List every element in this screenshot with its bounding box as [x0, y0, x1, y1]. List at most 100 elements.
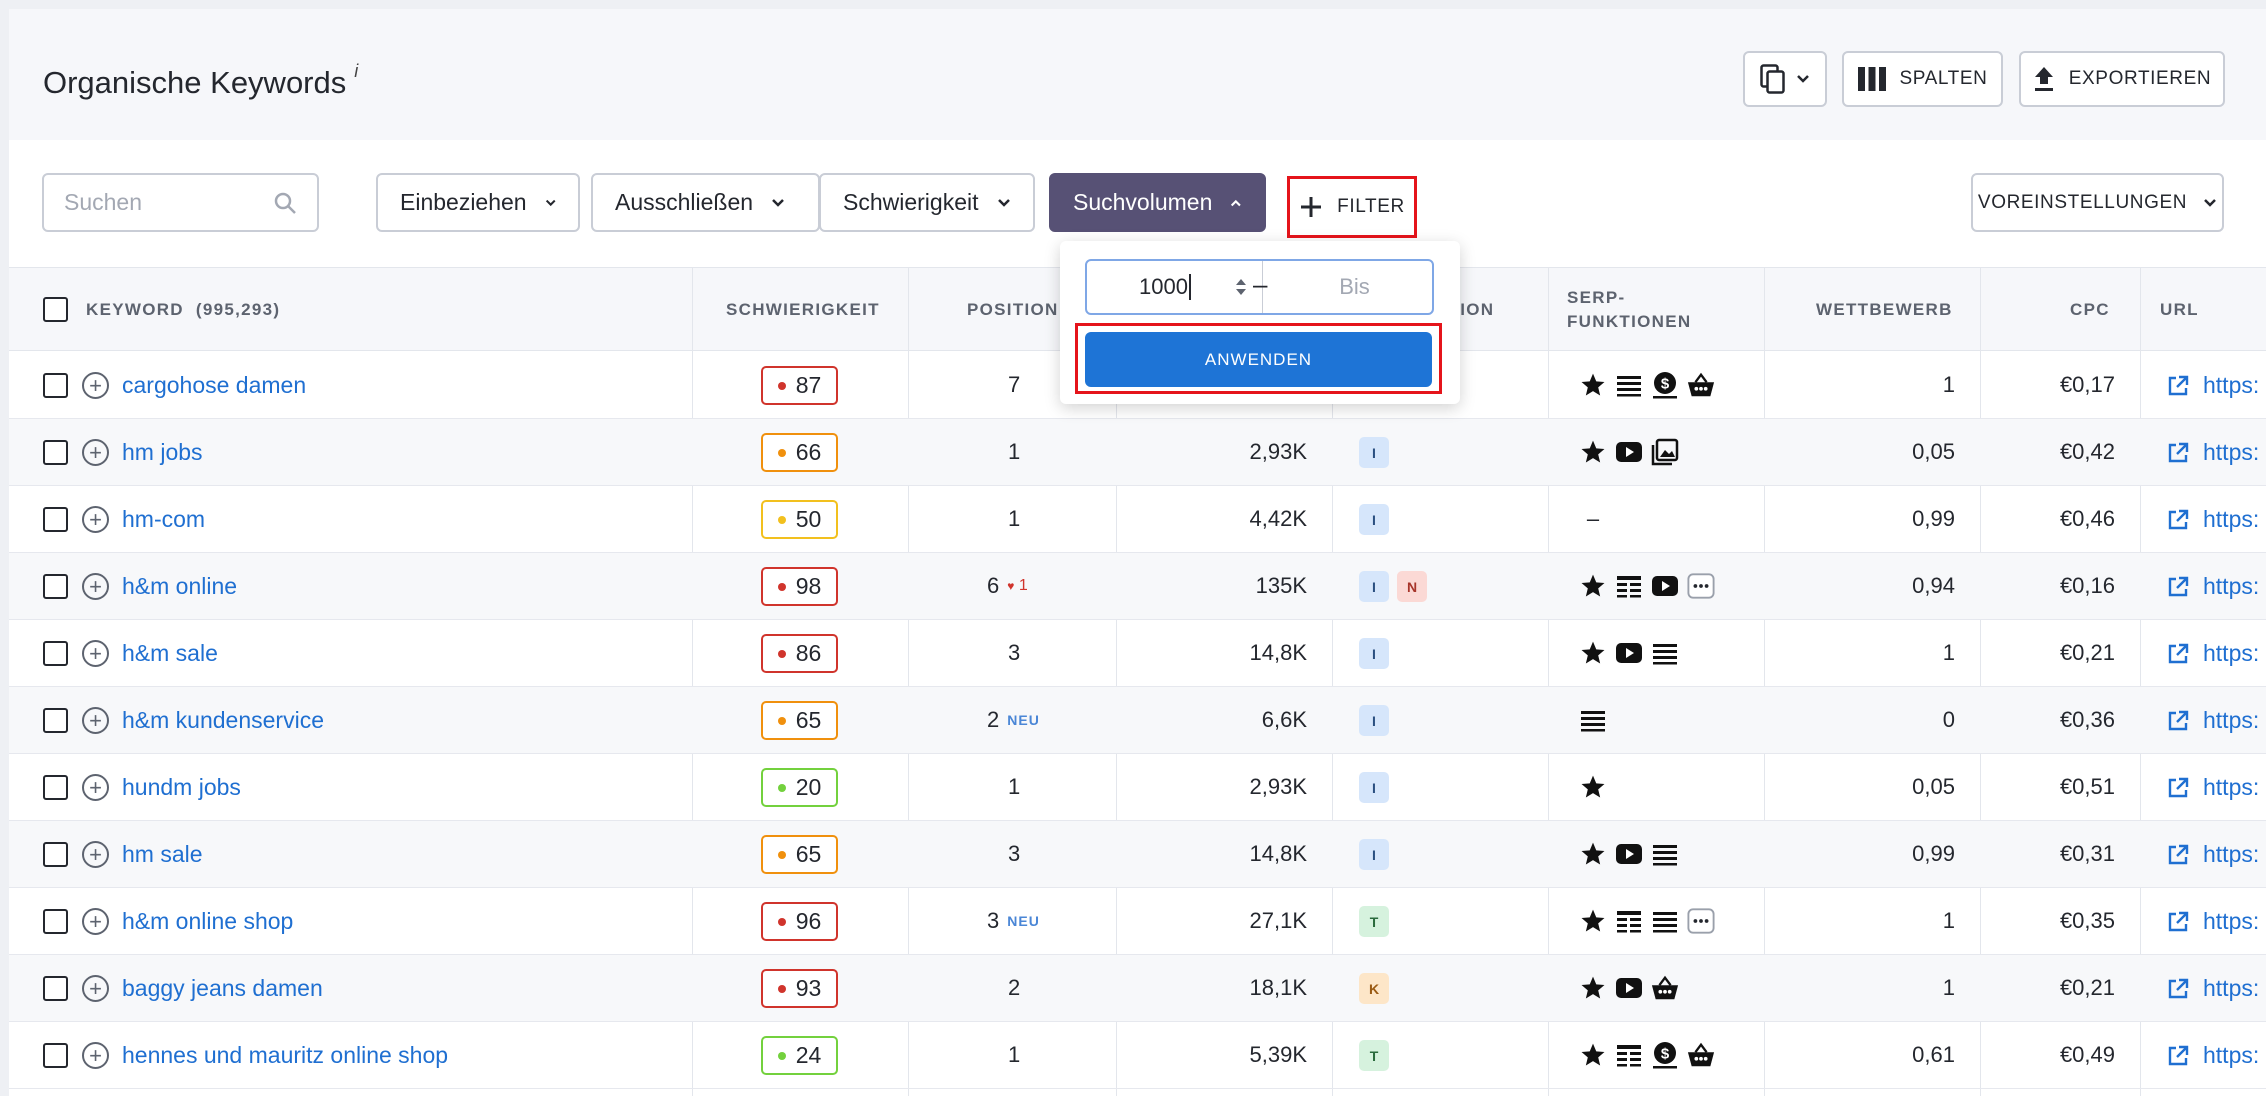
- select-all-checkbox[interactable]: [43, 297, 68, 322]
- serp-star-icon: [1579, 974, 1607, 1002]
- columns-button[interactable]: SPALTEN: [1842, 51, 2003, 107]
- url-link[interactable]: https:: [2167, 774, 2259, 801]
- include-filter-button[interactable]: Einbeziehen: [376, 173, 580, 232]
- keyword-link[interactable]: hm-com: [122, 506, 206, 532]
- keyword-column-header[interactable]: KEYWORD (995,293): [86, 298, 280, 322]
- url-link[interactable]: https:: [2167, 439, 2259, 466]
- url-text: https:: [2203, 841, 2260, 867]
- url-link[interactable]: https:: [2167, 573, 2259, 600]
- row-checkbox[interactable]: [43, 373, 68, 398]
- add-keyword-icon[interactable]: +: [82, 573, 109, 600]
- difficulty-column-header[interactable]: SCHWIERIGKEIT: [726, 300, 880, 319]
- volume-filter-button[interactable]: Suchvolumen: [1049, 173, 1266, 232]
- row-checkbox[interactable]: [43, 708, 68, 733]
- url-link[interactable]: https:: [2167, 975, 2259, 1002]
- add-keyword-icon[interactable]: +: [82, 707, 109, 734]
- row-checkbox[interactable]: [43, 842, 68, 867]
- competition-value: 0,99: [1912, 506, 1955, 531]
- export-button[interactable]: EXPORTIEREN: [2019, 51, 2225, 107]
- table-row: + hm jobs 66 1 2,93K I 0,05 €0,42 https:: [9, 419, 2266, 486]
- difficulty-badge: 93: [761, 969, 838, 1008]
- keyword-link[interactable]: hundm jobs: [122, 774, 241, 800]
- serp-more-icon[interactable]: [1687, 907, 1715, 935]
- keyword-link[interactable]: h&m online shop: [122, 908, 294, 934]
- include-label: Einbeziehen: [400, 189, 527, 215]
- keyword-link[interactable]: cargohose damen: [122, 372, 307, 398]
- url-link[interactable]: https:: [2167, 372, 2259, 399]
- cpc-column-header[interactable]: CPC: [2070, 300, 2110, 319]
- serp-features-column-header[interactable]: SERP- FUNKTIONEN: [1567, 286, 1691, 334]
- serp-features: [1579, 974, 1679, 1002]
- info-icon[interactable]: i: [354, 61, 359, 81]
- column-divider: [908, 267, 909, 1096]
- add-keyword-icon[interactable]: +: [82, 774, 109, 801]
- exclude-filter-button[interactable]: Ausschließen: [591, 173, 820, 232]
- url-link[interactable]: https:: [2167, 841, 2259, 868]
- difficulty-filter-button[interactable]: Schwierigkeit: [819, 173, 1035, 232]
- external-link-icon: [2168, 844, 2189, 864]
- position-column-header[interactable]: POSITION: [967, 300, 1059, 319]
- keyword-link[interactable]: h&m sale: [122, 640, 218, 666]
- add-keyword-icon[interactable]: +: [82, 1042, 109, 1069]
- serp-star-icon: [1579, 907, 1607, 935]
- serp-star-icon: [1579, 773, 1607, 801]
- add-keyword-icon[interactable]: +: [82, 372, 109, 399]
- row-checkbox[interactable]: [43, 507, 68, 532]
- competition-value: 0,05: [1912, 439, 1955, 464]
- keyword-link[interactable]: hm jobs: [122, 439, 203, 465]
- apply-button[interactable]: ANWENDEN: [1085, 332, 1432, 387]
- copy-menu-button[interactable]: [1743, 51, 1827, 107]
- row-checkbox[interactable]: [43, 775, 68, 800]
- position-cell: 1: [1008, 774, 1020, 800]
- range-dash: –: [1253, 269, 1268, 299]
- serp-features: [1579, 840, 1679, 868]
- presets-button[interactable]: VOREINSTELLUNGEN: [1971, 173, 2224, 232]
- difficulty-badge: 65: [761, 701, 838, 740]
- add-keyword-icon[interactable]: +: [82, 908, 109, 935]
- serp-table-icon: [1615, 1041, 1643, 1069]
- keyword-link[interactable]: h&m online: [122, 573, 238, 599]
- url-link[interactable]: https:: [2167, 640, 2259, 667]
- serp-image-icon: [1651, 438, 1679, 466]
- add-keyword-icon[interactable]: +: [82, 439, 109, 466]
- difficulty-badge: 20: [761, 768, 838, 807]
- url-link[interactable]: https:: [2167, 707, 2259, 734]
- position-change: ♥ 1: [1007, 577, 1027, 595]
- url-column-header[interactable]: URL: [2160, 300, 2199, 319]
- row-checkbox[interactable]: [43, 1043, 68, 1068]
- url-link[interactable]: https:: [2167, 908, 2259, 935]
- url-link[interactable]: https:: [2167, 1042, 2259, 1069]
- add-keyword-icon[interactable]: +: [82, 640, 109, 667]
- add-keyword-icon[interactable]: +: [82, 975, 109, 1002]
- row-checkbox[interactable]: [43, 909, 68, 934]
- intent-badge: I: [1359, 437, 1389, 468]
- url-text: https:: [2203, 908, 2260, 934]
- row-checkbox[interactable]: [43, 574, 68, 599]
- row-checkbox[interactable]: [43, 440, 68, 465]
- spinner-arrows-icon[interactable]: [1234, 276, 1248, 298]
- add-keyword-icon[interactable]: +: [82, 506, 109, 533]
- serp-label-line1: SERP-: [1567, 288, 1626, 307]
- volume-to-input[interactable]: Bis: [1339, 274, 1370, 299]
- organic-keywords-panel: Organische Keywords i SPALTEN EXPORTIERE…: [9, 9, 2266, 1096]
- volume-value: 4,42K: [1249, 506, 1308, 531]
- keyword-link[interactable]: baggy jeans damen: [122, 975, 323, 1001]
- competition-column-header[interactable]: WETTBEWERB: [1816, 300, 1953, 319]
- keyword-link[interactable]: h&m kundenservice: [122, 707, 324, 733]
- search-box[interactable]: [42, 173, 319, 232]
- url-text: https:: [2203, 506, 2260, 532]
- row-checkbox[interactable]: [43, 976, 68, 1001]
- serp-list-icon: [1579, 706, 1607, 734]
- add-keyword-icon[interactable]: +: [82, 841, 109, 868]
- row-checkbox[interactable]: [43, 641, 68, 666]
- serp-more-icon[interactable]: [1687, 572, 1715, 600]
- url-link[interactable]: https:: [2167, 506, 2259, 533]
- position-change-value: 1: [1018, 577, 1028, 594]
- add-filter-button[interactable]: FILTER: [1287, 176, 1417, 238]
- keyword-link[interactable]: hennes und mauritz online shop: [122, 1042, 449, 1068]
- volume-value: 2,93K: [1249, 439, 1308, 464]
- search-input[interactable]: [64, 189, 264, 216]
- volume-value: 14,8K: [1249, 640, 1308, 665]
- volume-from-input[interactable]: 1000: [1087, 261, 1263, 313]
- keyword-link[interactable]: hm sale: [122, 841, 203, 867]
